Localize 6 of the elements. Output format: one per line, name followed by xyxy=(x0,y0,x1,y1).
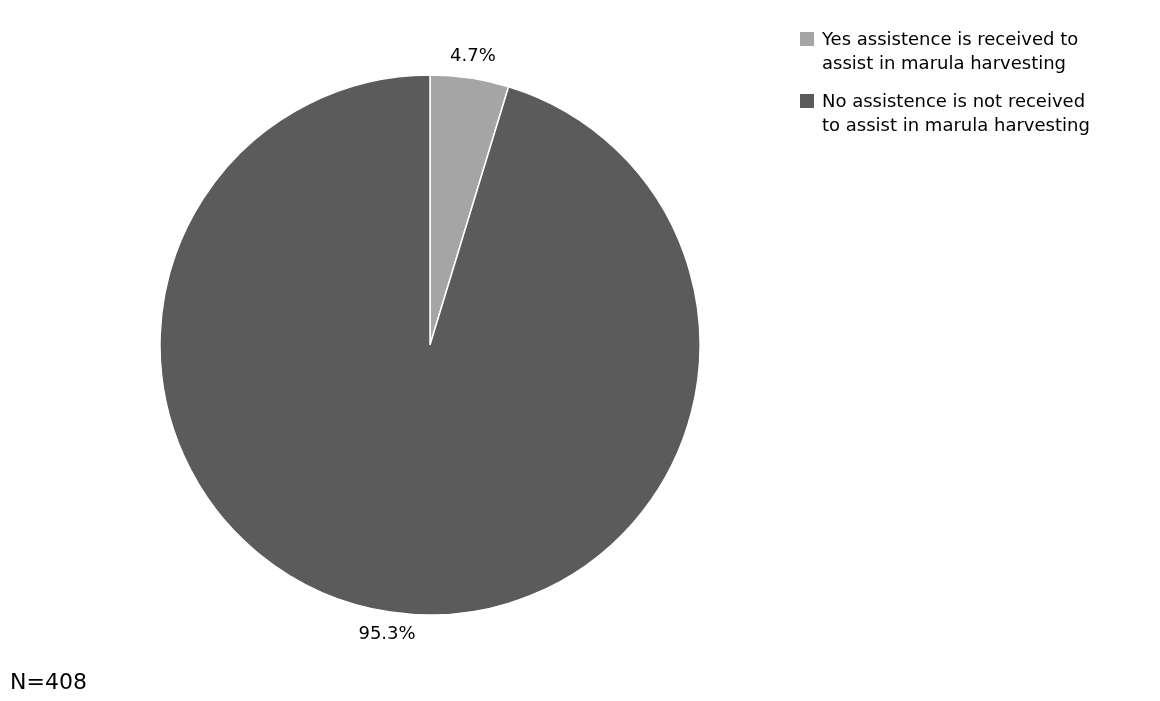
text: N=408 xyxy=(10,669,87,694)
legend-label: Yes assistence is received to assist in marula harvesting xyxy=(821,28,1079,73)
data-label: 95.3% xyxy=(358,621,416,643)
legend-label: No assistence is not received to assist in marula harvesting xyxy=(822,90,1090,135)
pie-slice xyxy=(159,74,701,616)
data-label: 4.7% xyxy=(450,44,496,66)
